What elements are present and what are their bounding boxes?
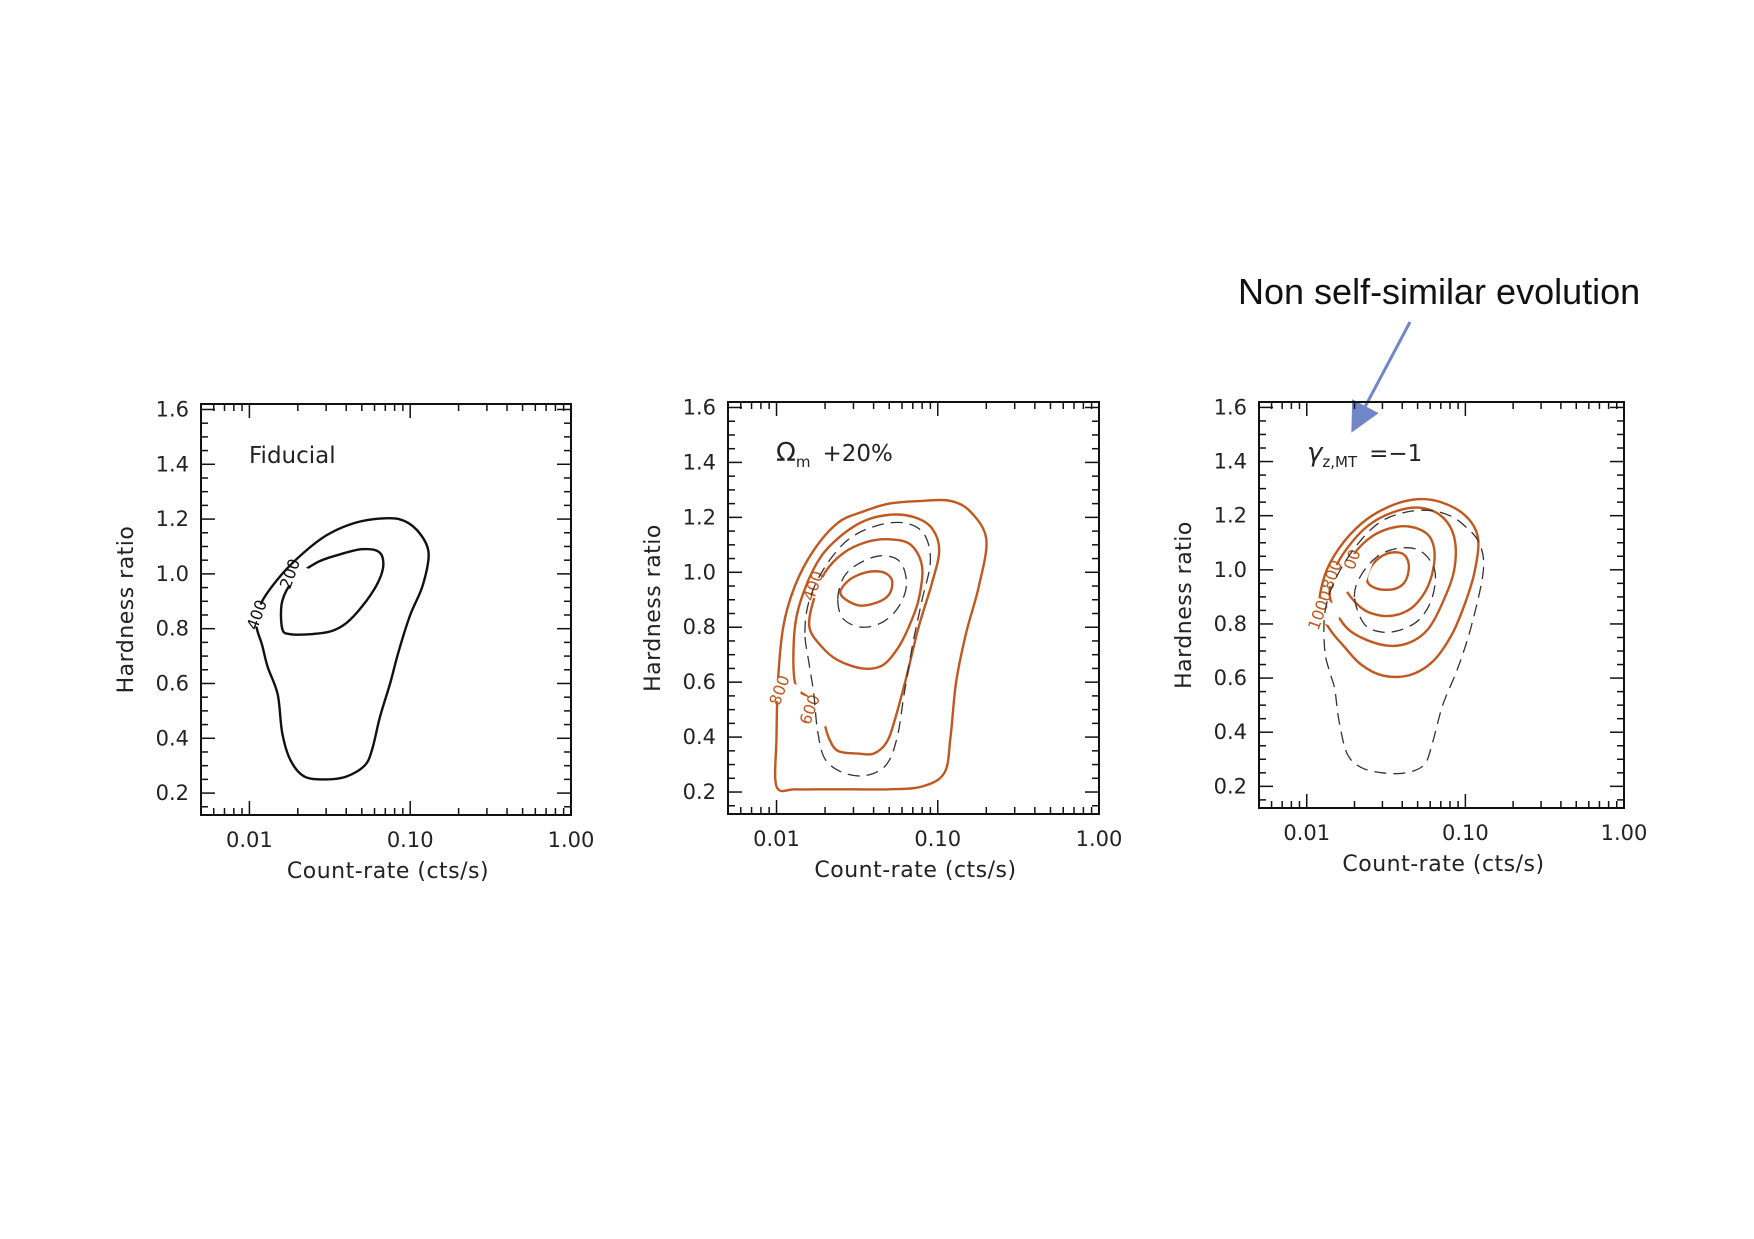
panel-label: Ωm +20% [776,438,893,471]
contour-solid-600-2 [792,513,941,756]
panel-label: Fiducial [249,443,336,469]
x-axis-title: Count-rate (cts/s) [814,858,1016,883]
panel-fiducial: 0.01 0.10 1.00 0.2 0.4 0.6 0.8 1.0 1.2 1.4 1.6 Coun… [114,397,594,884]
panel-label-symbol: γ [1307,438,1324,468]
x-tick-label: 0.10 [387,828,434,852]
contour-label-bg [787,692,833,727]
y-tick-label: 0.6 [156,671,189,695]
y-tick-label: 1.4 [156,452,189,476]
contour-dashed-4 [837,555,908,628]
contour-solid-400-1 [807,538,924,671]
x-axis-title: Count-rate (cts/s) [1342,852,1544,877]
x-tick-label: 1.00 [548,828,595,852]
y-tick-label: 1.6 [1214,395,1247,419]
x-tick-label: 1.00 [1076,827,1123,851]
panel-label-symbol: Ω [776,438,796,468]
contour-solid-0 [1365,551,1411,591]
y-tick-label: 1.6 [683,395,716,419]
contour-solid-400-1 [254,516,430,781]
panel-omega-m: 0.01 0.10 1.00 0.2 0.4 0.6 0.8 1.0 1.2 1.4 1.6 Coun… [641,395,1122,883]
x-tick-label: 1.00 [1601,821,1648,845]
panel-label-subscript: z,MT [1322,453,1358,471]
y-tick-label: 0.4 [1214,720,1247,744]
x-tick-label: 0.01 [226,828,273,852]
y-tick-label: 1.2 [1214,504,1247,528]
y-axis-title: Hardness ratio [114,526,139,694]
y-tick-label: 0.6 [1214,666,1247,690]
contour-dashed-5 [804,521,932,777]
panel-label-value: +20% [823,441,893,467]
panel-label: γz,MT =−1 [1307,438,1422,471]
contour-solid-600-1 [1341,525,1436,618]
panel-gamma-zmt: 0.01 0.10 1.00 0.2 0.4 0.6 0.8 1.0 1.2 1.4 1.6 Coun… [1172,395,1647,877]
panel-label-subscript: m [796,453,811,471]
y-tick-label: 0.2 [156,781,189,805]
y-tick-label: 0.4 [683,725,716,749]
contour-label-bg [1309,558,1355,593]
x-tick-label: 0.01 [1283,821,1330,845]
y-tick-label: 1.4 [1214,450,1247,474]
contour-solid-1000-3 [1317,497,1480,679]
contour-dashed-5 [1323,509,1485,775]
annotation-text: Non self-similar evolution [1238,271,1640,312]
y-tick-label: 1.6 [156,397,189,421]
y-tick-label: 1.4 [683,450,716,474]
y-tick-label: 0.8 [683,615,716,639]
contour-solid-0 [839,570,894,607]
contour-dashed-4 [1353,547,1437,634]
contour-label-bg [757,673,803,708]
y-axis-title: Hardness ratio [1172,521,1197,689]
x-tick-label: 0.10 [914,827,961,851]
y-tick-label: 1.0 [1214,558,1247,582]
y-tick-label: 0.2 [1214,774,1247,798]
contour-label-bg [1297,593,1344,628]
contour-label-bg [267,556,314,592]
contour-solid-800-2 [1328,506,1457,648]
annotation-arrow [1351,321,1412,433]
y-tick-label: 1.0 [156,562,189,586]
panel-label-value: =−1 [1369,441,1422,467]
y-tick-label: 1.2 [156,507,189,531]
x-tick-label: 0.01 [753,827,800,851]
y-tick-label: 1.2 [683,505,716,529]
y-tick-label: 0.6 [683,670,716,694]
y-tick-label: 0.2 [683,780,716,804]
y-tick-label: 1.0 [683,560,716,584]
contour-solid-800-3 [773,498,988,793]
x-axis-title: Count-rate (cts/s) [287,859,489,884]
contour-label-bg [791,568,837,604]
contour-label-bg [234,597,280,633]
x-tick-label: 0.10 [1442,821,1489,845]
y-tick-label: 0.8 [156,617,189,641]
y-tick-label: 0.8 [1214,612,1247,636]
y-axis-title: Hardness ratio [641,524,666,692]
y-tick-label: 0.4 [156,726,189,750]
